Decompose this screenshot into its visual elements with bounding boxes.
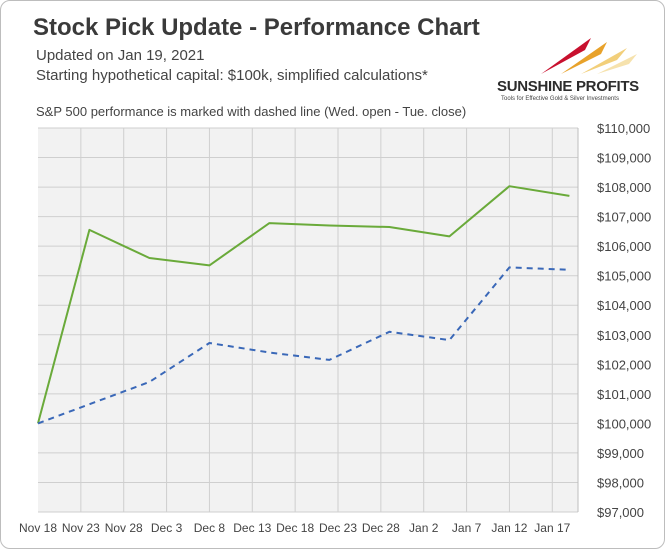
y-tick-label: $101,000 bbox=[597, 387, 651, 402]
x-tick-label: Dec 8 bbox=[194, 521, 226, 535]
y-tick-label: $102,000 bbox=[597, 357, 651, 372]
x-tick-label: Jan 17 bbox=[534, 521, 570, 535]
x-tick-label: Jan 2 bbox=[409, 521, 439, 535]
x-tick-label: Dec 28 bbox=[362, 521, 400, 535]
x-tick-label: Jan 12 bbox=[491, 521, 527, 535]
y-tick-label: $106,000 bbox=[597, 239, 651, 254]
y-tick-label: $110,000 bbox=[597, 121, 650, 136]
logo-swoosh-icon bbox=[541, 38, 637, 74]
y-tick-label: $105,000 bbox=[597, 269, 651, 284]
logo-tagline: Tools for Effective Gold & Silver Invest… bbox=[501, 96, 619, 102]
logo-name: SUNSHINE PROFITS bbox=[497, 78, 639, 95]
x-tick-label: Nov 23 bbox=[62, 521, 100, 535]
y-tick-label: $107,000 bbox=[597, 210, 651, 225]
sp500-series-line bbox=[37, 266, 570, 425]
x-tick-label: Jan 7 bbox=[452, 521, 482, 535]
x-tick-label: Dec 18 bbox=[276, 521, 314, 535]
x-tick-label: Dec 3 bbox=[151, 521, 183, 535]
x-tick-label: Dec 23 bbox=[319, 521, 357, 535]
plot-area bbox=[38, 128, 578, 512]
x-tick-label: Dec 13 bbox=[233, 521, 271, 535]
y-tick-label: $104,000 bbox=[597, 298, 651, 313]
y-tick-label: $103,000 bbox=[597, 328, 651, 343]
sp500-note: S&P 500 performance is marked with dashe… bbox=[36, 104, 467, 119]
x-tick-label: Nov 28 bbox=[105, 521, 143, 535]
x-tick-label: Nov 18 bbox=[19, 521, 57, 535]
y-tick-label: $97,000 bbox=[597, 505, 644, 520]
y-tick-label: $108,000 bbox=[597, 180, 651, 195]
chart-title: Stock Pick Update - Performance Chart bbox=[33, 14, 480, 41]
capital-note: Starting hypothetical capital: $100k, si… bbox=[36, 67, 428, 84]
y-tick-label: $100,000 bbox=[597, 416, 651, 431]
y-tick-label: $98,000 bbox=[597, 475, 644, 490]
y-tick-label: $109,000 bbox=[597, 151, 651, 166]
sunshine-profits-logo: SUNSHINE PROFITS Tools for Effective Gol… bbox=[497, 30, 647, 105]
portfolio-series-line bbox=[37, 185, 570, 424]
y-tick-label: $99,000 bbox=[597, 446, 644, 461]
updated-date: Updated on Jan 19, 2021 bbox=[36, 47, 205, 64]
